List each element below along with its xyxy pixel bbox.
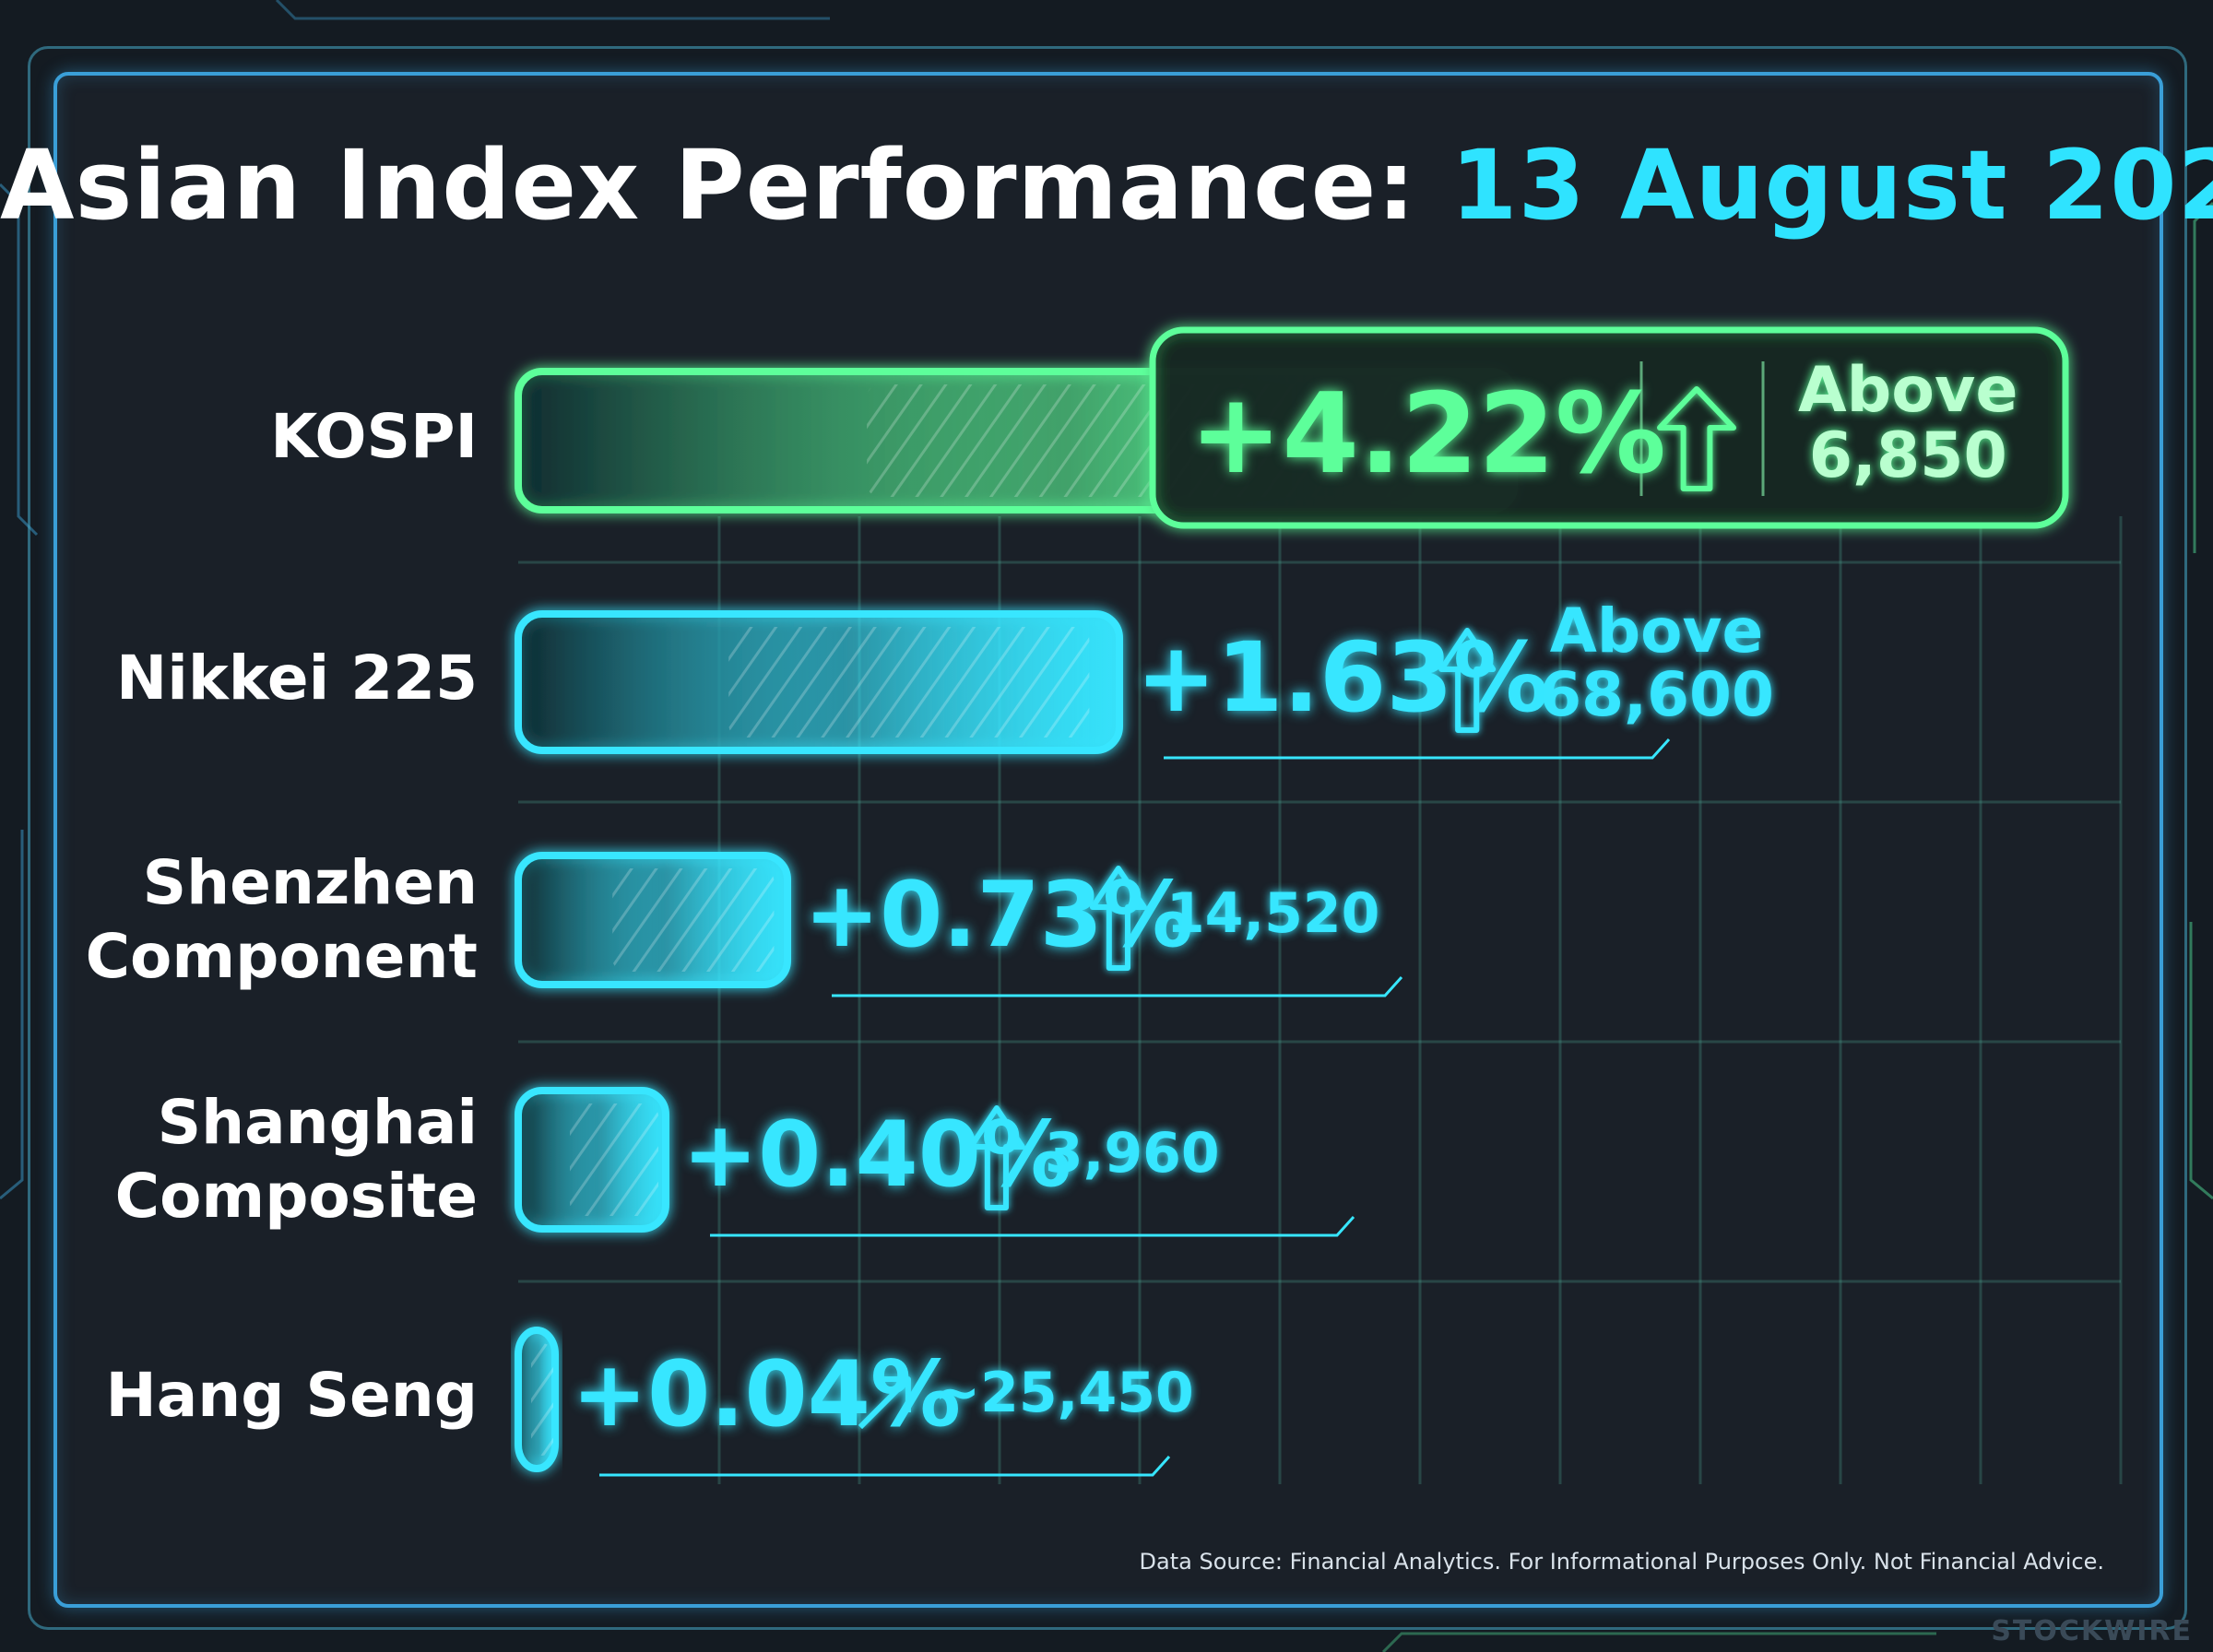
level-note: Above 68,600: [1539, 596, 1774, 731]
category-label: Hang Seng: [105, 1360, 478, 1431]
title-main: Asian Index Performance:: [0, 129, 1416, 242]
title-date: 13 August 2026: [1450, 129, 2213, 242]
highlight-value-box: [1149, 326, 2069, 529]
brand-watermark: STOCKWIRE: [1991, 1615, 2193, 1647]
category-label: KOSPI: [270, 401, 478, 472]
value-underline: [710, 1215, 1355, 1237]
value-underline: [599, 1455, 1171, 1477]
category-label: Shenzhen Component: [85, 847, 478, 992]
arrow-up-icon: [1657, 386, 1736, 491]
outer-frame: [28, 46, 2187, 1630]
value-label: +4.22%: [1189, 371, 1666, 499]
bar-hatch: [728, 627, 1090, 738]
level-note: Above 6,850: [1798, 354, 2018, 493]
chart-title: Asian Index Performance: 13 August 2026: [0, 129, 2213, 242]
value-label: +0.73%: [804, 863, 1194, 969]
level-note: 14,520: [1166, 881, 1380, 946]
bar-hatch: [612, 868, 775, 972]
data-source-note: Data Source: Financial Analytics. For In…: [1139, 1549, 2104, 1575]
value-underline: [1164, 738, 1671, 760]
value-label: +0.40%: [682, 1103, 1072, 1209]
arrow-up-icon: [1438, 628, 1497, 733]
bar-hatch: [531, 1343, 553, 1456]
category-label: Shanghai Composite: [114, 1087, 478, 1232]
level-note: ~25,450: [933, 1361, 1194, 1425]
level-note: 3,960: [1044, 1121, 1220, 1186]
value-label: +1.63%: [1136, 620, 1549, 734]
arrow-up-icon: [967, 1105, 1025, 1210]
value-label: +0.04%: [572, 1342, 962, 1448]
category-label: Nikkei 225: [115, 643, 478, 714]
value-underline: [832, 975, 1403, 997]
arrow-up-icon: [1089, 866, 1147, 971]
bar-hatch: [570, 1103, 658, 1216]
arrow-up-right-icon: [858, 1376, 911, 1430]
